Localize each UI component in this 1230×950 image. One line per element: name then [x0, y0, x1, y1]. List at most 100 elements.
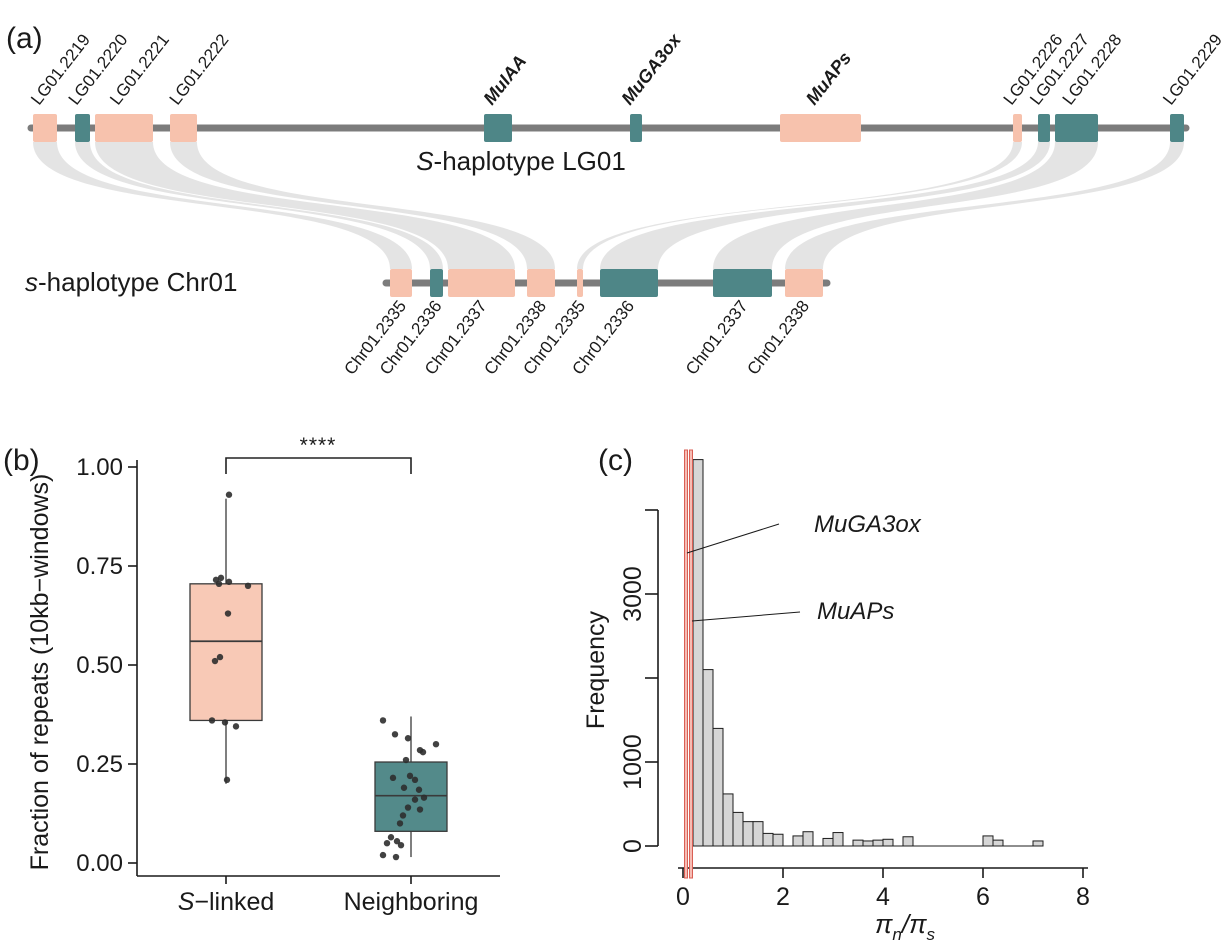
y-tick-label: 0.50: [76, 652, 123, 679]
gene-block: [1013, 114, 1022, 142]
gene-block: [785, 269, 823, 297]
bottom-track-name-italic: s: [25, 267, 38, 297]
x-tick-label: 8: [1076, 883, 1090, 911]
boxplot-y-axis-title: Fraction of repeats (10kb−windows): [26, 474, 54, 871]
significance-bracket: [225, 457, 412, 474]
histogram-bar: [902, 836, 914, 847]
data-point: [420, 794, 428, 801]
category-label-s-rest: −linked: [194, 888, 274, 916]
data-point: [416, 806, 424, 813]
gene-block: [713, 269, 772, 297]
data-point: [215, 580, 223, 588]
x-tick-label: 2: [776, 883, 790, 911]
gene-block: [1055, 114, 1098, 142]
data-point: [216, 653, 224, 661]
slash: /: [900, 909, 912, 939]
histogram-bar: [802, 831, 814, 847]
x-tick-label: 6: [976, 883, 990, 911]
histogram-bar: [832, 832, 844, 847]
synteny-panel-labels: (a) S-haplotype LG01 s-haplotype Chr01: [6, 22, 626, 297]
synteny-ribbon: [785, 142, 1184, 269]
synteny-ribbon: [75, 142, 443, 269]
gene-marker-line: [689, 449, 693, 879]
boxplot-panel: 0.00 0.25 0.50 0.75 1.00: [76, 454, 500, 884]
data-point: [223, 776, 231, 784]
panel-b-label: (b): [3, 444, 40, 477]
pi-n-symbol: π: [875, 909, 893, 939]
gene-block: [448, 269, 515, 297]
data-point: [383, 840, 391, 847]
gene-block: [430, 269, 443, 297]
gene-block: [577, 269, 583, 297]
data-point: [224, 610, 232, 617]
histogram-bar: [872, 839, 884, 847]
histogram-x-axis-title: πn/πs: [875, 909, 936, 944]
y-tick-label: 0.00: [76, 850, 123, 877]
histogram-bar: [882, 838, 894, 847]
gene-block: [527, 269, 555, 297]
category-label-s-linked: S−linked: [178, 888, 275, 916]
histogram-bar: [692, 459, 704, 847]
y-tick-label: 0.75: [76, 553, 123, 580]
data-point: [217, 574, 225, 582]
data-point: [402, 756, 410, 764]
gene-label: LG01.2229: [1159, 30, 1226, 108]
data-point: [399, 812, 407, 819]
histogram-bar: [992, 839, 1004, 847]
gene-block: [780, 114, 861, 142]
histogram-bar: [752, 821, 764, 847]
histogram-bar: [792, 835, 804, 847]
data-point: [415, 786, 423, 793]
y-tick-label: 3000: [619, 566, 647, 622]
data-point: [221, 719, 229, 726]
histogram-bar: [702, 669, 714, 847]
panel-c-label: (c): [598, 444, 633, 477]
gene-label: Chr01.2337: [682, 297, 752, 379]
box: [374, 761, 448, 832]
gene-label: Chr01.2338: [743, 297, 813, 379]
data-point: [225, 578, 233, 586]
gene-label: LG01.2222: [166, 30, 233, 108]
histogram-panel-labels: (c) Frequency πn/πs MuGA3ox MuAPs: [582, 444, 936, 944]
data-point: [389, 774, 397, 782]
gene-label: MuIAA: [479, 51, 530, 108]
y-tick-label: 1000: [619, 734, 647, 790]
data-point: [396, 820, 404, 827]
data-point: [208, 717, 216, 724]
data-point: [387, 834, 395, 841]
histogram-bar: [822, 837, 834, 847]
gene-marker-line: [684, 449, 688, 879]
data-point: [379, 851, 387, 859]
histogram-bar: [1032, 840, 1044, 847]
histogram-bar: [862, 840, 874, 847]
boxplot-panel-labels: (b) Fraction of repeats (10kb−windows) *…: [3, 434, 478, 916]
bottom-track-name: s-haplotype Chr01: [25, 267, 237, 297]
gene-block: [484, 114, 512, 142]
histogram-bar: [722, 793, 734, 847]
data-point: [404, 804, 412, 811]
histogram-bar: [982, 835, 994, 847]
synteny-ribbon: [170, 142, 555, 269]
category-label-s-italic: S: [178, 888, 195, 916]
pi-s-subscript: s: [927, 925, 936, 944]
gene-block: [1038, 114, 1050, 142]
synteny-ribbon: [577, 142, 1022, 269]
gene-label: MuGA3ox: [617, 29, 685, 108]
data-point: [225, 491, 233, 498]
synteny-ribbon: [600, 142, 1050, 269]
pi-s-symbol: π: [909, 909, 927, 939]
box: [189, 583, 263, 722]
gene-block: [33, 114, 57, 142]
histogram-bar: [852, 839, 864, 847]
data-point: [379, 717, 387, 724]
annotation-mugA3ox-label: MuGA3ox: [814, 511, 922, 538]
top-track-name-italic: S: [416, 146, 434, 176]
data-point: [432, 741, 440, 748]
x-tick-label: 4: [876, 883, 890, 911]
y-tick-label: 1.00: [76, 454, 123, 481]
gene-block: [170, 114, 197, 142]
top-track-name: S-haplotype LG01: [416, 146, 626, 176]
